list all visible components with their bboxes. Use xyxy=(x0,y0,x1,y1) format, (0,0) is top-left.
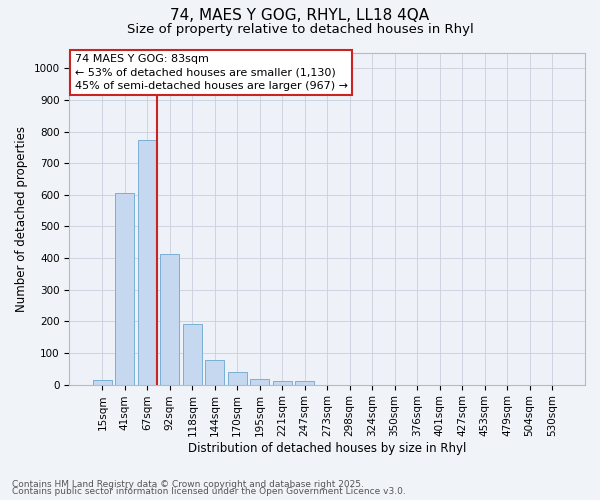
Text: Contains public sector information licensed under the Open Government Licence v3: Contains public sector information licen… xyxy=(12,488,406,496)
Bar xyxy=(228,372,247,384)
Bar xyxy=(272,382,292,384)
Text: 74 MAES Y GOG: 83sqm
← 53% of detached houses are smaller (1,130)
45% of semi-de: 74 MAES Y GOG: 83sqm ← 53% of detached h… xyxy=(74,54,347,90)
Bar xyxy=(115,192,134,384)
Bar xyxy=(160,254,179,384)
Bar xyxy=(295,382,314,384)
Bar xyxy=(183,324,202,384)
Bar xyxy=(138,140,157,384)
Bar xyxy=(93,380,112,384)
Text: Contains HM Land Registry data © Crown copyright and database right 2025.: Contains HM Land Registry data © Crown c… xyxy=(12,480,364,489)
Text: Size of property relative to detached houses in Rhyl: Size of property relative to detached ho… xyxy=(127,22,473,36)
Bar xyxy=(205,360,224,384)
Text: 74, MAES Y GOG, RHYL, LL18 4QA: 74, MAES Y GOG, RHYL, LL18 4QA xyxy=(170,8,430,22)
Bar xyxy=(250,379,269,384)
X-axis label: Distribution of detached houses by size in Rhyl: Distribution of detached houses by size … xyxy=(188,442,466,455)
Y-axis label: Number of detached properties: Number of detached properties xyxy=(15,126,28,312)
